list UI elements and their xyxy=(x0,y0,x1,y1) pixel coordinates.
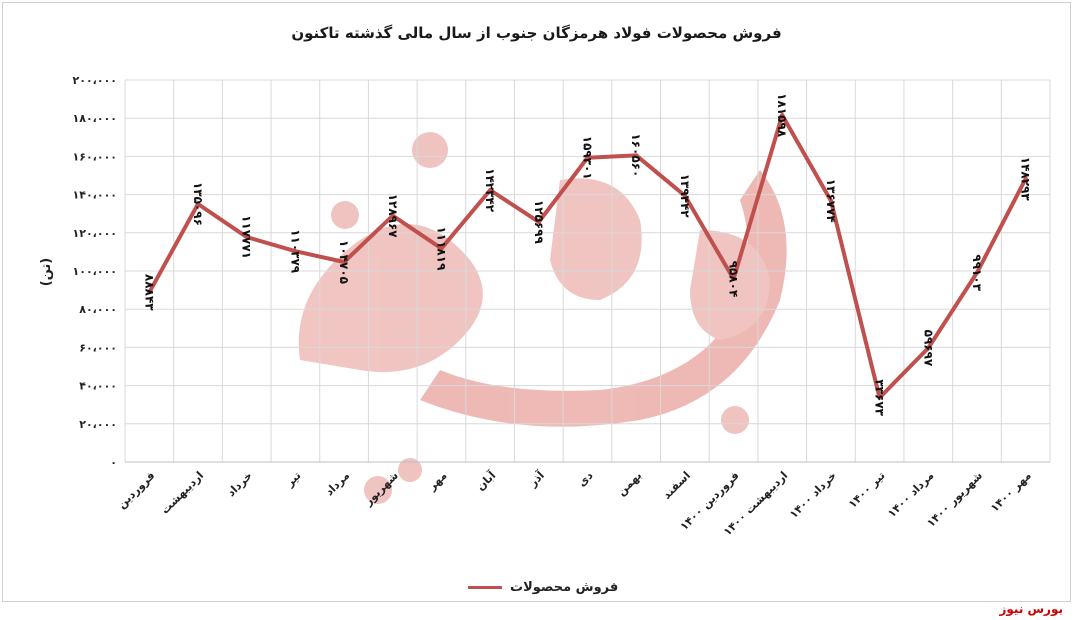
y-tick-label: ۲۰۰،۰۰۰ xyxy=(73,74,117,87)
data-point xyxy=(974,270,979,275)
y-tick-label: ۱۰۰،۰۰۰ xyxy=(73,265,117,278)
data-point xyxy=(488,188,493,193)
watermark-logo xyxy=(298,132,787,504)
y-tick-label: ۱۸۰،۰۰۰ xyxy=(73,112,117,125)
data-point xyxy=(196,201,201,206)
data-label: ۵۹۶۹۷ xyxy=(921,330,935,367)
x-tick-label: بهمن xyxy=(615,469,644,498)
x-tick-label: آبان xyxy=(473,468,498,493)
data-point xyxy=(1023,176,1028,181)
chart-frame xyxy=(2,2,1071,602)
data-point xyxy=(536,219,541,224)
data-label: ۳۳۶۷۳ xyxy=(873,379,887,416)
legend-label: فروش محصولات xyxy=(510,580,619,595)
data-label: ۱۲۵۶۹۹ xyxy=(532,200,546,245)
data-label: ۱۱۰۳۷۹ xyxy=(288,229,302,274)
data-label: ۱۱۷۷۷۱ xyxy=(240,215,254,259)
y-tick-label: ۶۰،۰۰۰ xyxy=(79,341,117,354)
data-point xyxy=(147,290,152,295)
data-label: ۱۱۱۸۱۹ xyxy=(434,226,448,271)
data-label: ۱۳۹۴۴۲ xyxy=(678,174,692,219)
y-tick-label: ۸۰،۰۰۰ xyxy=(79,303,117,316)
y-tick-label: ۱۲۰،۰۰۰ xyxy=(73,227,117,240)
x-tick-label: خرداد xyxy=(225,469,255,499)
data-point xyxy=(439,246,444,251)
x-tick-label: مرداد ۱۴۰۰ xyxy=(885,469,936,520)
x-tick-label: اردیبهشت xyxy=(158,469,206,517)
data-point xyxy=(244,235,249,240)
data-point xyxy=(390,213,395,218)
data-point xyxy=(828,198,833,203)
data-point xyxy=(585,155,590,160)
source-credit: بورس نیوز xyxy=(999,602,1063,616)
data-point xyxy=(926,345,931,350)
y-tick-label: ۱۶۰،۰۰۰ xyxy=(73,150,117,163)
data-point xyxy=(780,113,785,118)
data-label: ۱۳۵۰۹۶ xyxy=(191,182,205,226)
y-tick-label: ۰ xyxy=(110,456,117,469)
x-tick-label: آذر xyxy=(525,468,547,490)
data-label: ۱۸۱۵۹۸ xyxy=(775,93,789,138)
x-tick-label: مهر xyxy=(425,469,450,494)
data-label: ۱۰۴۷۰۵ xyxy=(337,240,351,284)
x-tick-label: تیر xyxy=(283,469,304,490)
y-tick-label: ۲۰،۰۰۰ xyxy=(79,418,117,431)
data-point xyxy=(731,277,736,282)
x-tick-label: خرداد ۱۴۰۰ xyxy=(787,469,839,521)
legend: فروش محصولات xyxy=(468,580,618,595)
x-tick-label: مرداد xyxy=(323,469,352,498)
x-tick-label: دی xyxy=(575,469,596,490)
data-point xyxy=(682,193,687,198)
data-label: ۱۴۸۲۹۳ xyxy=(1019,157,1033,202)
data-point xyxy=(293,249,298,254)
data-point xyxy=(877,395,882,400)
data-label: ۱۳۶۷۷۴ xyxy=(824,179,838,223)
legend-swatch xyxy=(468,586,502,589)
y-tick-label: ۱۴۰،۰۰۰ xyxy=(73,189,117,202)
chart-title: فروش محصولات فولاد هرمزگان جنوب از سال م… xyxy=(291,24,782,42)
data-label: ۱۲۸۹۶۷ xyxy=(386,194,400,239)
data-label: ۹۹۱۰۳ xyxy=(970,254,984,291)
data-label: ۹۵۸۰۴ xyxy=(727,261,741,298)
data-label: ۱۴۲۳۴۲ xyxy=(483,168,497,213)
y-tick-label: ۴۰،۰۰۰ xyxy=(79,380,117,393)
x-tick-label: مهر ۱۴۰۰ xyxy=(988,469,1034,515)
data-label: ۱۶۰۵۶۰ xyxy=(629,133,643,177)
x-tick-label: اسفند xyxy=(660,469,693,502)
data-point xyxy=(634,153,639,158)
x-tick-label: فروردین xyxy=(115,469,157,511)
data-point xyxy=(342,260,347,265)
data-label: ۸۸۸۴۳ xyxy=(142,274,156,311)
data-label: ۱۵۹۳۰۱ xyxy=(581,136,595,180)
x-tick-label: تیر ۱۴۰۰ xyxy=(846,469,888,511)
y-axis-label: (تن) xyxy=(39,258,54,287)
